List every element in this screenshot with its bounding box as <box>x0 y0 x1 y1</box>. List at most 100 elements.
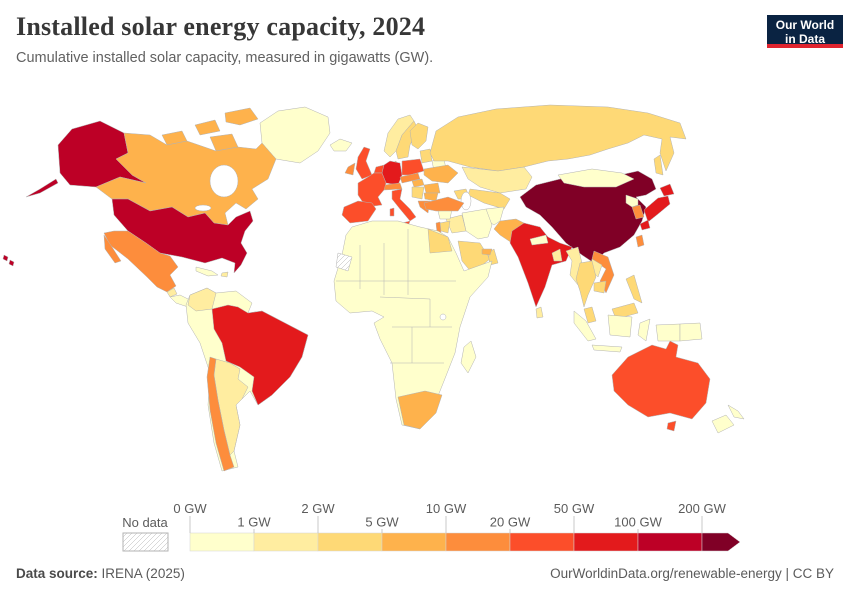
no-data-swatch[interactable] <box>122 532 169 552</box>
country-thailand[interactable] <box>575 260 597 308</box>
chart-subtitle: Cumulative installed solar capacity, mea… <box>16 50 434 66</box>
country-indonesia[interactable] <box>655 323 681 342</box>
country-russia[interactable] <box>429 104 687 172</box>
country-japan[interactable] <box>643 195 671 223</box>
data-source-label: Data source: <box>16 566 98 581</box>
country-india[interactable] <box>509 222 573 308</box>
country-dominican-republic[interactable] <box>220 271 229 278</box>
country-japan[interactable] <box>659 183 675 197</box>
legend-bin-50-100-gw[interactable] <box>573 532 639 552</box>
country-indonesia[interactable] <box>573 310 597 342</box>
legend-bin-20-50-gw[interactable] <box>509 532 575 552</box>
country-united-kingdom[interactable] <box>355 146 373 180</box>
country-western-balkans[interactable] <box>411 186 425 200</box>
country-australia[interactable] <box>611 340 711 420</box>
legend-bin-10-20-gw[interactable] <box>445 532 511 552</box>
country-south-korea[interactable] <box>631 204 645 220</box>
country-iraq[interactable] <box>445 214 467 234</box>
lake-victoria <box>439 313 447 321</box>
country-italy[interactable] <box>389 207 395 217</box>
country-sri-lanka[interactable] <box>535 306 544 319</box>
country-australia[interactable] <box>666 420 677 432</box>
country-finland[interactable] <box>409 122 429 150</box>
hudson-bay <box>209 164 239 198</box>
legend-color-scale: 0 GW 1 GW 2 GW 5 GW 10 GW 20 GW 50 GW 100 GW 200… <box>173 501 741 552</box>
country-mongolia[interactable] <box>557 168 635 188</box>
legend-tick-label: 2 GW <box>301 501 335 516</box>
legend-tick-label: 20 GW <box>490 515 531 530</box>
country-united-states[interactable] <box>2 254 9 262</box>
country-italy[interactable] <box>391 188 417 222</box>
page-title: Installed solar energy capacity, 2024 <box>16 12 426 41</box>
country-new-zealand[interactable] <box>711 414 735 434</box>
country-indonesia[interactable] <box>607 314 633 338</box>
country-canada[interactable] <box>194 119 221 136</box>
country-western-sahara[interactable] <box>335 252 353 272</box>
country-ireland[interactable] <box>344 162 356 176</box>
legend-bin-0-1-gw[interactable] <box>189 532 255 552</box>
country-canada[interactable] <box>224 107 259 126</box>
africa-borders <box>336 229 456 364</box>
country-united-states[interactable] <box>8 259 15 267</box>
legend-bin-2-5-gw[interactable] <box>317 532 383 552</box>
legend-tick-label: 100 GW <box>614 515 662 530</box>
country-united-arab-emirates[interactable] <box>481 248 493 256</box>
great-lakes <box>194 204 212 212</box>
country-egypt[interactable] <box>427 228 453 254</box>
country-philippines[interactable] <box>625 274 643 304</box>
legend-tick-label: 5 GW <box>365 515 399 530</box>
chart-header: Installed solar energy capacity, 2024 Cu… <box>16 12 756 66</box>
legend-tick-label: 1 GW <box>237 515 271 530</box>
country-iran[interactable] <box>461 208 493 240</box>
footer-link[interactable]: OurWorldinData.org/renewable-energy | CC… <box>550 566 834 581</box>
country-turkey[interactable] <box>423 196 465 212</box>
legend-bin-1-2-gw[interactable] <box>253 532 319 552</box>
country-guatemala[interactable] <box>166 287 178 298</box>
country-spain[interactable] <box>341 200 377 224</box>
country-indonesia[interactable] <box>591 344 623 353</box>
world-map <box>2 104 745 472</box>
country-jordan[interactable] <box>439 220 451 234</box>
data-source-value: IRENA (2025) <box>101 566 185 581</box>
legend-tick-label: 0 GW <box>173 501 207 516</box>
country-japan[interactable] <box>639 219 651 231</box>
country-brazil[interactable] <box>211 304 309 406</box>
owid-logo-line2: in Data <box>784 32 825 47</box>
country-madagascar[interactable] <box>460 340 477 374</box>
country-nepal[interactable] <box>529 234 549 246</box>
country-ukraine[interactable] <box>423 164 459 184</box>
country-colombia[interactable] <box>187 287 217 312</box>
legend-tick-label: 50 GW <box>554 501 595 516</box>
country-iceland[interactable] <box>329 138 353 152</box>
legend-bin-200+-gw[interactable] <box>701 532 741 552</box>
country-taiwan[interactable] <box>635 234 645 248</box>
country-poland[interactable] <box>401 158 425 176</box>
legend-bin-5-10-gw[interactable] <box>381 532 447 552</box>
country-kazakhstan[interactable] <box>461 166 533 194</box>
country-chile[interactable] <box>206 356 235 472</box>
country-bangladesh[interactable] <box>551 248 563 262</box>
country-malaysia[interactable] <box>583 306 597 324</box>
country-mexico[interactable] <box>103 230 179 293</box>
map-legend: No data 0 GW 1 GW 2 GW 5 GW 10 GW 20 GW 50 GW 1… <box>122 501 741 552</box>
country-mexico[interactable] <box>103 234 122 264</box>
country-romania[interactable] <box>423 182 441 194</box>
country-greenland[interactable] <box>259 106 331 164</box>
country-united-states[interactable] <box>25 178 59 198</box>
country-papua-new-guinea[interactable] <box>679 322 703 342</box>
data-source: Data source: IRENA (2025) <box>16 566 185 581</box>
country-baltic-states[interactable] <box>419 148 433 164</box>
country-south-africa[interactable] <box>397 390 443 430</box>
country-new-zealand[interactable] <box>727 404 745 420</box>
caspian-sea <box>460 191 472 211</box>
legend-tick-label: 10 GW <box>426 501 467 516</box>
country-austria[interactable] <box>383 182 403 191</box>
legend-bin-100-200-gw[interactable] <box>637 532 703 552</box>
owid-logo[interactable]: Our World in Data <box>767 15 843 48</box>
country-cambodia[interactable] <box>593 280 607 294</box>
country-cuba[interactable] <box>195 266 219 277</box>
country-czechia[interactable] <box>399 172 421 184</box>
country-russia[interactable] <box>653 154 664 176</box>
country-indonesia[interactable] <box>637 318 651 342</box>
